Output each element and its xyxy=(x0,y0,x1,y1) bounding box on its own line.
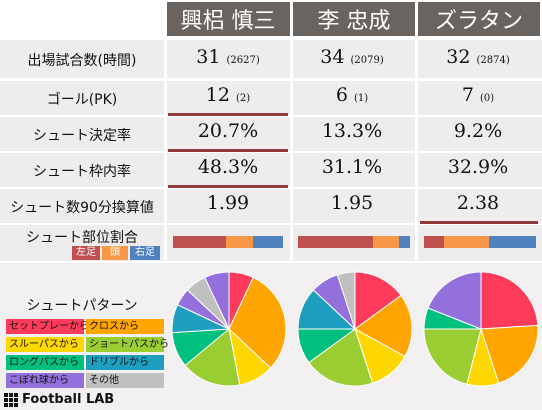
label-parts: シュート部位割合 xyxy=(26,230,138,246)
pattern-pie-1 xyxy=(171,271,287,387)
label-shots90: シュート数90分換算値 xyxy=(10,200,154,216)
label-goals: ゴール(PK) xyxy=(46,92,118,108)
logo-grid-icon xyxy=(4,392,18,407)
value-on_target: 31.1% xyxy=(321,156,383,178)
value-shot_rate: 13.3% xyxy=(321,120,383,142)
part-segment xyxy=(298,236,374,248)
part-segment xyxy=(444,236,489,248)
row-on-target-bg xyxy=(0,153,542,187)
legend-item: その他 xyxy=(86,373,164,388)
pie-slice xyxy=(354,294,413,358)
pie-slice xyxy=(480,324,539,384)
part-bar-2 xyxy=(298,236,410,248)
value-on_target: 48.3% xyxy=(197,156,259,178)
pie-slice xyxy=(204,271,230,330)
pie-slice xyxy=(184,328,241,387)
value-shots90: 1.95 xyxy=(330,192,374,214)
part-segment xyxy=(488,236,536,248)
legend-item: ドリブルから xyxy=(86,355,164,370)
pie-slice xyxy=(308,328,374,387)
value-on_target: 32.9% xyxy=(447,156,509,178)
value-goals: 7 (0) xyxy=(461,84,495,106)
pie-slice xyxy=(336,271,356,330)
column-divider xyxy=(415,2,418,260)
highlight-line xyxy=(420,221,538,224)
legend-item: ロングパスから xyxy=(6,355,84,370)
pie-slice xyxy=(423,328,482,385)
footballlab-logo: Football LAB xyxy=(4,392,114,407)
pie-slice xyxy=(228,276,287,369)
pattern-pie-3 xyxy=(423,271,539,387)
legend-item: ショートパスから xyxy=(86,337,169,352)
part-bar-3 xyxy=(424,236,536,248)
player-header-2: 李 忠成 xyxy=(293,2,415,36)
value-matches: 34 (2079) xyxy=(320,46,384,68)
legend-item: スルーパスから xyxy=(6,337,84,352)
legend-item: クロスから xyxy=(86,319,164,334)
part-segment xyxy=(225,236,254,248)
pie-slice xyxy=(427,271,482,330)
value-shots90: 2.38 xyxy=(456,192,500,214)
tag-left-foot: 左足 xyxy=(72,246,100,260)
label-shot-rate: シュート決定率 xyxy=(33,128,131,144)
value-shot_rate: 9.2% xyxy=(453,120,503,142)
value-goals: 12 (2) xyxy=(205,84,251,106)
part-segment xyxy=(398,236,410,248)
column-divider xyxy=(164,2,167,260)
pie-slice xyxy=(480,271,539,330)
highlight-line xyxy=(168,185,288,188)
highlight-line xyxy=(168,113,288,116)
part-segment xyxy=(173,236,226,248)
value-goals: 6 (1) xyxy=(335,84,369,106)
row-shots90-bg xyxy=(0,189,542,223)
row-matches-bg xyxy=(0,40,542,78)
player-header-3: ズラタン xyxy=(418,2,540,36)
part-bar-1 xyxy=(173,236,283,248)
label-matches: 出場試合数(時間) xyxy=(27,53,137,69)
part-segment xyxy=(253,236,283,248)
part-segment xyxy=(424,236,445,248)
label-on-target: シュート枠内率 xyxy=(33,164,131,180)
tag-right-foot: 右足 xyxy=(130,246,160,260)
value-matches: 31 (2627) xyxy=(196,46,260,68)
part-segment xyxy=(373,236,399,248)
legend-item: こぼれ球から xyxy=(6,373,84,388)
row-goals-bg xyxy=(0,81,542,115)
player-header-1: 興梠 慎三 xyxy=(166,2,290,36)
highlight-line xyxy=(168,149,288,152)
pattern-pie-2 xyxy=(297,271,413,387)
value-shots90: 1.99 xyxy=(206,192,250,214)
pie-slice xyxy=(354,271,402,330)
tag-head: 頭 xyxy=(102,246,128,260)
column-divider xyxy=(290,2,293,260)
label-patterns: シュートパターン xyxy=(26,298,138,314)
value-matches: 32 (2874) xyxy=(446,46,510,68)
value-shot_rate: 20.7% xyxy=(197,120,259,142)
row-shot-rate-bg xyxy=(0,117,542,151)
legend-item: セットプレーから xyxy=(6,319,89,334)
